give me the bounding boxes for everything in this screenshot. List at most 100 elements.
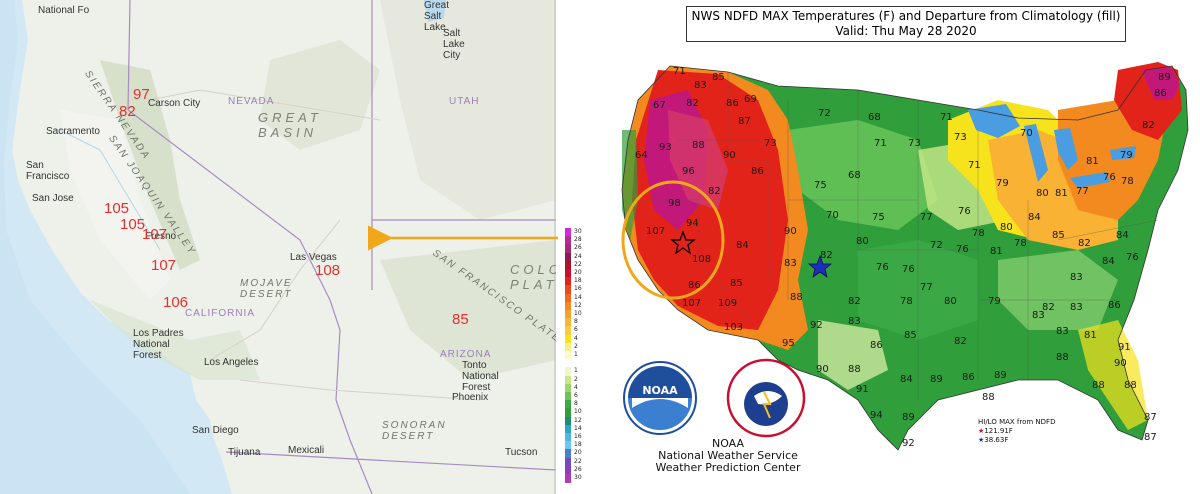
region-great-basin: GREAT BASIN (258, 110, 322, 140)
nws-temperature-map: NOAA NWS NDFD MAX Temperatures (F) and D… (558, 0, 1200, 494)
temp-label-t97: 97 (133, 86, 150, 103)
max-temp-label: 86 (726, 98, 739, 109)
max-temp-label: 107 (646, 226, 666, 237)
nws-logo (726, 358, 806, 438)
region-colorado-plat: COLOR PLAT (510, 262, 556, 292)
max-temp-label: 72 (930, 240, 943, 251)
max-temp-label: 107 (682, 298, 702, 309)
max-temp-label: 95 (782, 338, 795, 349)
max-temp-label: 80 (944, 296, 957, 307)
max-temp-label: 79 (1120, 150, 1133, 161)
temp-label-t105a: 105 (104, 200, 130, 217)
max-temp-label: 91 (1118, 342, 1131, 353)
place-mexicali: Mexicali (288, 445, 325, 456)
max-temp-label: 81 (1086, 156, 1099, 167)
max-temp-label: 88 (1092, 380, 1105, 391)
max-temp-label: 78 (1014, 238, 1027, 249)
max-temp-label: 79 (988, 296, 1001, 307)
max-temp-label: 93 (659, 142, 672, 153)
max-temp-label: 108 (692, 254, 712, 265)
max-temp-label: 89 (902, 412, 915, 423)
max-temp-label: 68 (848, 170, 861, 181)
hi-star-icon: ★ (978, 427, 985, 435)
max-temp-label: 83 (1056, 326, 1069, 337)
temp-label-t108: 108 (315, 262, 341, 279)
hi-star-marker (670, 230, 696, 255)
max-temp-label: 87 (1144, 432, 1157, 443)
terrain-basemap (0, 0, 556, 494)
max-temp-label: 76 (1126, 252, 1139, 263)
max-temp-label: 73 (908, 138, 921, 149)
max-temp-label: 78 (1121, 176, 1134, 187)
max-temp-label: 88 (982, 392, 995, 403)
max-temp-label: 85 (904, 330, 917, 341)
place-salt-lake-city: Salt Lake City (443, 28, 465, 61)
max-temp-label: 79 (996, 178, 1009, 189)
hilo-high-row: ★121.91F (978, 427, 1055, 436)
temp-label-t107a: 107 (142, 226, 168, 243)
max-temp-label: 109 (718, 298, 738, 309)
max-temp-label: 88 (790, 292, 803, 303)
max-temp-label: 82 (848, 296, 861, 307)
max-temp-label: 80 (1036, 188, 1049, 199)
max-temp-label: 72 (818, 108, 831, 119)
max-temp-label: 90 (723, 150, 736, 161)
max-temp-label: 81 (1055, 188, 1068, 199)
max-temp-label: 77 (920, 212, 933, 223)
noaa-logo-text: NOAA (642, 384, 678, 397)
temp-label-t82: 82 (119, 103, 136, 120)
temp-label-t85: 85 (452, 311, 469, 328)
place-san-diego: San Diego (192, 425, 239, 436)
max-temp-label: 82 (820, 250, 833, 261)
place-phoenix: Phoenix (452, 392, 489, 403)
place-fresno: Fresno (145, 231, 177, 242)
max-temp-label: 71 (940, 112, 953, 123)
max-temp-label: 90 (816, 364, 829, 375)
hilo-low-row: ★38.63F (978, 436, 1055, 445)
max-temp-label: 84 (1102, 256, 1115, 267)
noaa-caption: NOAA National Weather Service Weather Pr… (628, 438, 828, 474)
hilo-low-value: 38.63F (984, 436, 1009, 444)
max-temp-label: 71 (673, 66, 686, 77)
max-temp-label: 81 (1084, 330, 1097, 341)
max-temp-label: 96 (682, 166, 695, 177)
max-temp-label: 81 (990, 246, 1003, 257)
map-title-box: NWS NDFD MAX Temperatures (F) and Depart… (686, 6, 1126, 42)
max-temp-label: 78 (900, 296, 913, 307)
region-sonoran: SONORAN DESERT (382, 420, 447, 442)
max-temp-label: 77 (920, 282, 933, 293)
max-temp-label: 77 (1076, 186, 1089, 197)
max-temp-label: 86 (1154, 88, 1167, 99)
place-carson-city: Carson City (148, 98, 201, 109)
max-temp-label: 85 (730, 278, 743, 289)
place-san-francisco: San Francisco (26, 160, 70, 182)
noaa-logo: NOAA (623, 361, 697, 435)
max-temp-label: 94 (870, 410, 883, 421)
conus-fill-map: NOAA (621, 62, 1189, 451)
max-temp-label: 82 (708, 186, 721, 197)
map-title: NWS NDFD MAX Temperatures (F) and Depart… (691, 9, 1121, 23)
max-temp-label: 83 (1070, 302, 1083, 313)
max-temp-label: 86 (870, 340, 883, 351)
max-temp-label: 94 (686, 218, 699, 229)
max-temp-label: 86 (962, 372, 975, 383)
max-temp-label: 87 (738, 116, 751, 127)
max-temp-label: 76 (956, 244, 969, 255)
region-arizona: ARIZONA (440, 349, 492, 360)
place-tonto: Tonto National Forest (462, 360, 499, 393)
hilo-high-value: 121.91F (984, 427, 1013, 435)
max-temp-label: 88 (1124, 380, 1137, 391)
max-temp-label: 76 (958, 206, 971, 217)
place-tijuana: Tijuana (228, 447, 261, 458)
place-sacramento: Sacramento (46, 126, 100, 137)
max-temp-label: 84 (736, 240, 749, 251)
lo-star-icon: ★ (978, 436, 985, 444)
max-temp-label: 75 (814, 180, 827, 191)
place-san-jose: San Jose (32, 193, 74, 204)
max-temp-label: 82 (1142, 120, 1155, 131)
max-temp-label: 78 (972, 228, 985, 239)
max-temp-label: 82 (686, 98, 699, 109)
max-temp-label: 82 (954, 336, 967, 347)
max-temp-label: 85 (1052, 230, 1065, 241)
max-temp-label: 87 (1144, 412, 1157, 423)
